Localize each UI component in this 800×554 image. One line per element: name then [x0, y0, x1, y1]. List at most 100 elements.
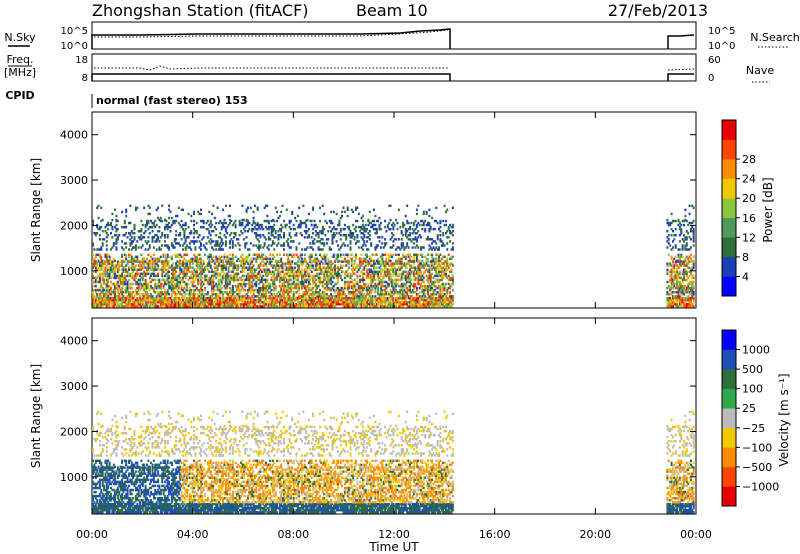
echo-cell [223, 291, 226, 294]
echo-cell [349, 305, 352, 308]
echo-cell [345, 296, 348, 300]
echo-cell [115, 264, 118, 267]
echo-cell [220, 240, 223, 243]
echo-cell [122, 280, 125, 284]
echo-cell [409, 264, 411, 267]
echo-cell [256, 274, 259, 278]
echo-cell [104, 303, 107, 306]
echo-cell [307, 236, 310, 239]
echo-cell [296, 268, 299, 271]
echo-cell [379, 280, 382, 284]
echo-cell [301, 221, 303, 225]
echo-cell [374, 282, 377, 286]
echo-cell [211, 212, 213, 216]
echo-cell [194, 296, 197, 300]
echo-cell [317, 278, 320, 282]
echo-cell [230, 264, 233, 267]
echo-cell [121, 253, 124, 257]
echo-cell [428, 303, 431, 306]
echo-cell [94, 234, 97, 237]
echo-cell [271, 295, 274, 298]
echo-cell [313, 242, 316, 245]
echo-cell [110, 223, 112, 227]
echo-cell [125, 288, 128, 292]
echo-cell [168, 274, 171, 278]
echo-cell [123, 280, 126, 284]
echo-cell [233, 221, 236, 225]
echo-cell [193, 274, 195, 278]
echo-cell [301, 253, 303, 257]
echo-cell [417, 303, 420, 306]
echo-cell [110, 232, 112, 235]
echo-cell [407, 301, 410, 304]
echo-cell [397, 272, 400, 276]
echo-cell [414, 282, 417, 286]
echo-cell [204, 253, 207, 257]
echo-cell [244, 262, 247, 265]
echo-cell [97, 301, 100, 304]
echo-cell [175, 303, 178, 306]
echo-cell [341, 301, 344, 304]
echo-cell [270, 244, 273, 247]
echo-cell [195, 305, 198, 308]
echo-cell [200, 278, 202, 282]
echo-cell [93, 303, 96, 306]
echo-cell [158, 218, 161, 222]
echo-cell [114, 274, 117, 278]
echo-cell [157, 230, 160, 233]
echo-cell [317, 301, 320, 304]
echo-cell [428, 278, 431, 282]
echo-cell [157, 266, 160, 269]
echo-cell [343, 272, 346, 276]
echo-cell [208, 253, 211, 257]
echo-cell [184, 264, 187, 267]
echo-cell [110, 296, 112, 300]
echo-cell [415, 257, 418, 261]
echo-cell [244, 242, 247, 245]
echo-cell [110, 286, 112, 290]
echo-cell [164, 296, 166, 300]
echo-cell [389, 246, 392, 249]
echo-cell [349, 248, 352, 251]
echo-cell [269, 225, 272, 229]
echo-cell [148, 206, 151, 210]
echo-cell [200, 286, 202, 290]
echo-cell [132, 240, 135, 243]
echo-cell [209, 295, 212, 298]
echo-cell [126, 262, 129, 265]
echo-cell [368, 291, 371, 294]
echo-cell [251, 223, 254, 227]
echo-cell [240, 282, 243, 286]
echo-cell [285, 288, 288, 292]
echo-cell [134, 248, 137, 251]
echo-cell [259, 244, 262, 247]
echo-cell [323, 227, 326, 231]
echo-cell [323, 276, 326, 280]
echo-cell [384, 242, 387, 245]
echo-cell [316, 272, 319, 276]
echo-cell [392, 234, 395, 237]
echo-cell [121, 272, 124, 276]
echo-cell [404, 303, 407, 306]
echo-cell [276, 219, 279, 223]
echo-cell [323, 212, 326, 216]
echo-cell [309, 293, 312, 296]
echo-cell [146, 221, 148, 225]
echo-cell [147, 293, 150, 296]
echo-cell [350, 268, 353, 271]
echo-cell [429, 301, 432, 304]
echo-cell [104, 266, 107, 269]
echo-cell [115, 240, 118, 243]
echo-cell [229, 234, 231, 237]
echo-cell [271, 280, 274, 284]
echo-cell [371, 278, 374, 282]
echo-cell [98, 272, 101, 276]
echo-cell [360, 227, 363, 231]
echo-cell [330, 298, 333, 302]
echo-cell [299, 219, 302, 223]
echo-cell [190, 301, 193, 304]
echo-cell [193, 219, 195, 223]
echo-cell [328, 286, 331, 290]
echo-cell [229, 259, 231, 263]
echo-cell [220, 264, 223, 267]
